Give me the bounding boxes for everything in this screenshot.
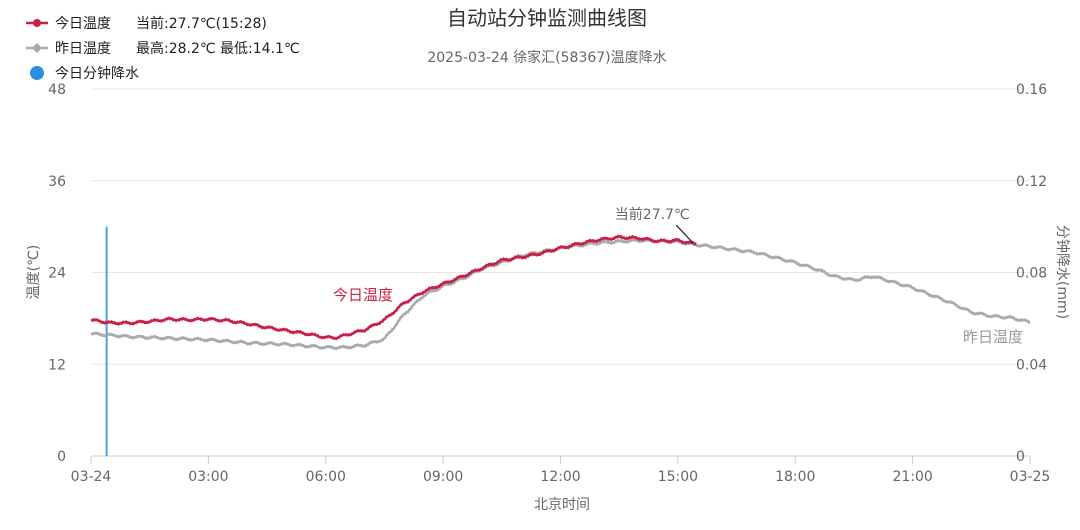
annotation-pointer: [675, 224, 694, 244]
x-axis-title: 北京时间: [534, 497, 590, 513]
chart-title: 自动站分钟监测曲线图: [447, 6, 647, 30]
series-line-today[interactable]: [90, 234, 697, 341]
x-tick-label: 09:00: [423, 469, 463, 485]
legend-info: 当前:27.7℃(15:28): [136, 15, 267, 32]
legend-marker-circle: [30, 66, 44, 80]
axis-ticks: 0 12 24 36 48 0 0.04 0.08 0.12 0.16 03-24 03:00 06:0…: [48, 82, 1050, 485]
precipitation-bar[interactable]: [105, 226, 108, 456]
x-tick-label: 03-24: [71, 469, 112, 485]
y-tick-left: 12: [48, 357, 66, 373]
x-tick-label: 03-25: [1010, 469, 1051, 485]
legend-item-today-temp[interactable]: 今日温度 当前:27.7℃(15:28): [26, 15, 267, 32]
y-axis-right-title: 分钟降水(mm): [1054, 225, 1071, 319]
legend-label: 昨日温度: [55, 41, 111, 57]
legend-marker-diamond: [32, 43, 42, 53]
y-tick-left: 48: [48, 82, 66, 98]
x-tick-label: 06:00: [306, 469, 346, 485]
temperature-lines: [90, 234, 1031, 351]
legend-marker-circle: [33, 19, 41, 27]
precipitation-bars: [105, 226, 108, 456]
legend-info: 最高:28.2℃ 最低:14.1℃: [136, 40, 300, 57]
legend: 今日温度 当前:27.7℃(15:28) 昨日温度 最高:28.2℃ 最低:14…: [26, 15, 300, 82]
y-tick-left: 24: [48, 266, 66, 282]
series-label-today: 今日温度: [333, 286, 393, 304]
y-tick-left: 0: [57, 449, 66, 465]
annotation-label: 当前27.7℃: [615, 206, 690, 223]
y-tick-left: 36: [48, 174, 66, 190]
legend-item-yesterday-temp[interactable]: 昨日温度 最高:28.2℃ 最低:14.1℃: [26, 40, 300, 57]
x-tick-label: 03:00: [188, 469, 228, 485]
legend-label: 今日分钟降水: [55, 65, 139, 82]
legend-label: 今日温度: [55, 16, 111, 32]
x-tick-label: 12:00: [540, 469, 580, 485]
y-tick-right: 0: [1016, 449, 1025, 465]
legend-item-precipitation[interactable]: 今日分钟降水: [30, 65, 139, 82]
x-tick-label: 15:00: [658, 469, 698, 485]
y-tick-right: 0.12: [1016, 174, 1047, 190]
series-label-yesterday: 昨日温度: [963, 328, 1023, 346]
x-tick-label: 18:00: [775, 469, 815, 485]
x-tick-label: 21:00: [892, 469, 932, 485]
current-annotation: 当前27.7℃: [615, 206, 694, 244]
y-tick-right: 0.16: [1016, 82, 1047, 98]
chart-subtitle: 2025-03-24 徐家汇(58367)温度降水: [427, 49, 666, 66]
y-tick-right: 0.08: [1016, 266, 1047, 282]
y-tick-right: 0.04: [1016, 357, 1047, 373]
grid-lines: [90, 88, 1031, 464]
series-line-yesterday[interactable]: [90, 238, 1031, 351]
y-axis-left-title: 温度(℃): [26, 245, 42, 300]
